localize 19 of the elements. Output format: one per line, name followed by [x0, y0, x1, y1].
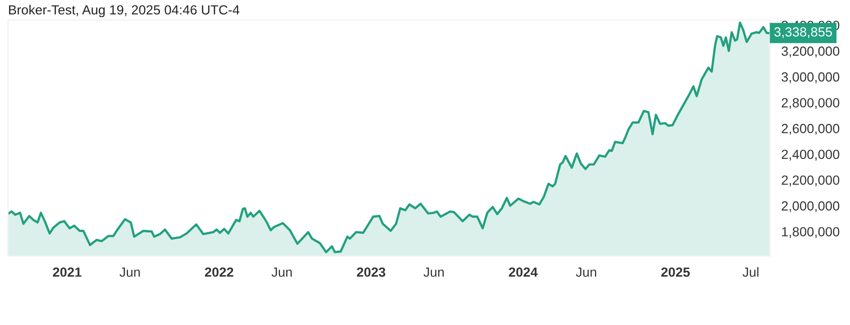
y-tick-label: 2,400,000 — [782, 150, 840, 161]
y-tick-label: 2,200,000 — [782, 175, 840, 186]
y-tick-label: 3,200,000 — [782, 46, 840, 58]
chart-title: Broker-Test, Aug 19, 2025 04:46 UTC-4 — [9, 4, 240, 18]
x-tick-label: 2023 — [356, 267, 386, 277]
x-tick-label: Jun — [272, 268, 292, 277]
x-tick-label: 2024 — [508, 267, 538, 277]
x-tick-label: 2025 — [661, 267, 690, 277]
y-tick-label: 2,800,000 — [782, 98, 840, 110]
x-tick-label: Jun — [424, 268, 444, 277]
y-tick-label: 3,000,000 — [782, 72, 840, 84]
x-tick-label: Jun — [576, 268, 596, 277]
x-tick-label: Jul — [742, 267, 758, 277]
x-tick-label: 2022 — [204, 267, 234, 277]
y-tick-label: 2,000,000 — [782, 201, 840, 212]
x-tick-label: Jun — [120, 268, 140, 277]
x-tick-label: 2021 — [52, 267, 82, 277]
y-tick-label: 2,600,000 — [782, 124, 840, 135]
y-tick-label: 1,800,000 — [782, 227, 840, 238]
